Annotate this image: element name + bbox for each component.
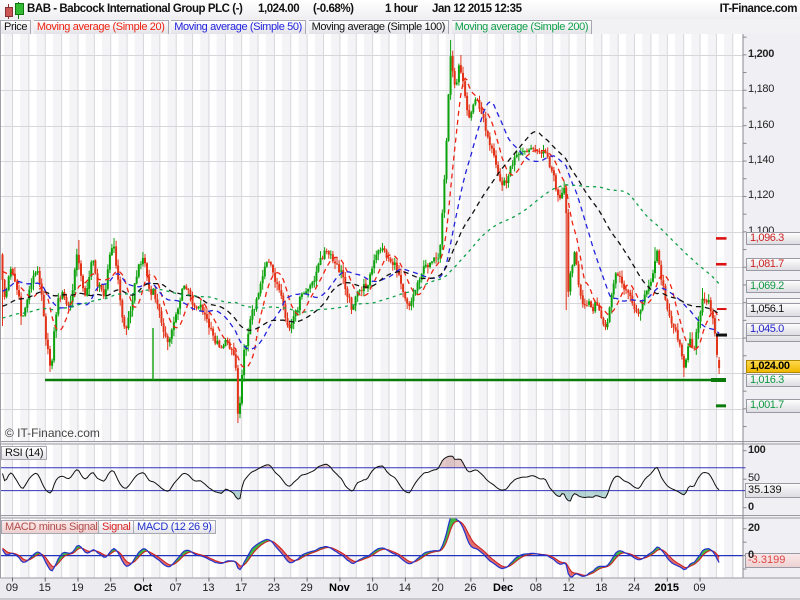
rsi-axis-label: 100 — [748, 444, 766, 456]
macd-line — [1, 518, 720, 578]
rsi-panel — [0, 455, 743, 502]
macd-panel — [0, 518, 743, 578]
macd-signal-label[interactable]: Signal — [98, 520, 135, 534]
level-price-label: 1,081.7 — [746, 257, 800, 272]
title-bar: BAB - Babcock International Group PLC (-… — [0, 0, 800, 20]
main-price-panel — [1, 40, 727, 423]
x-axis-label: 10 — [366, 582, 379, 594]
rsi-axis-label: 0 — [748, 500, 754, 513]
x-axis-label: 26 — [464, 582, 477, 594]
x-axis-label: 12 — [562, 582, 575, 594]
x-axis-label: 18 — [595, 582, 608, 594]
level-price-label: 1,069.2 — [746, 279, 800, 294]
x-axis-label: Nov — [329, 582, 350, 594]
x-axis-label: 29 — [300, 582, 313, 594]
price-axis-label: 1,160 — [748, 118, 775, 131]
x-axis-label: 19 — [71, 582, 84, 594]
x-axis-label: 17 — [235, 582, 248, 594]
x-axis-label: 20 — [431, 582, 444, 594]
current-price-label: 1,024.00 — [746, 359, 800, 374]
last-price: 1,024.00 — [258, 3, 300, 15]
legend-ma50[interactable]: Moving average (Simple 50) — [171, 20, 306, 35]
x-axis-label: 08 — [529, 582, 542, 594]
x-axis-label: 13 — [202, 582, 215, 594]
x-axis-label: 09 — [5, 582, 19, 594]
price-axis-label: 1,180 — [748, 83, 775, 96]
x-axis-label: 25 — [104, 582, 117, 594]
macd-axis-label: 20 — [748, 521, 760, 534]
macd-series-label[interactable]: MACD (12 26 9) — [133, 520, 216, 534]
macd-axis-label: 0 — [748, 548, 754, 561]
brand-logo: IT-Finance.com — [719, 3, 798, 15]
timeframe: 1 hour — [385, 3, 418, 15]
x-axis-label: 2015 — [654, 582, 680, 594]
watermark: © IT-Finance.com — [5, 426, 100, 440]
datetime: Jan 12 2015 12:35 — [432, 3, 522, 15]
level-price-label: 1,045.0 — [746, 322, 800, 337]
x-axis-label: 24 — [627, 582, 641, 594]
level-price-label: 1,001.7 — [746, 399, 800, 413]
change-percent: (-0.68%) — [313, 3, 354, 15]
legend-price[interactable]: Price — [0, 20, 32, 35]
moving-average-line-200 — [2, 184, 720, 319]
price-axis-label: 1,120 — [748, 189, 775, 202]
price-chart-canvas[interactable] — [0, 34, 800, 600]
x-axis-label: Oct — [133, 582, 153, 594]
x-axis-label: 14 — [398, 582, 411, 594]
legend-ma100[interactable]: Moving average (Simple 100) — [308, 20, 450, 35]
x-axis-label: 23 — [267, 582, 281, 594]
rsi-indicator-label[interactable]: RSI (14) — [1, 446, 48, 460]
rsi-line — [2, 455, 720, 502]
candlestick-logo-icon — [4, 2, 24, 19]
x-axis-label: Dec — [493, 582, 514, 594]
x-axis-label: 15 — [38, 582, 51, 594]
price-axis-label: 1,200 — [748, 47, 775, 60]
symbol-title: BAB - Babcock International Group PLC (-… — [27, 3, 243, 15]
indicator-legend-bar: Price Moving average (Simple 20) Moving … — [0, 19, 800, 35]
price-axis-label: 1,140 — [748, 154, 775, 167]
macd-current-value: -3.3199 — [745, 552, 800, 568]
level-price-label: 1,016.3 — [746, 373, 800, 387]
legend-ma200[interactable]: Moving average (Simple 200) — [451, 20, 593, 35]
chart-area: © IT-Finance.com RSI (14) MACD minus Sig… — [0, 34, 800, 600]
x-axis-label: 07 — [169, 582, 182, 594]
level-price-label: 1,056.1 — [746, 303, 800, 317]
rsi-axis-label: 50 — [748, 472, 760, 485]
moving-average-line-20 — [2, 77, 720, 369]
moving-average-line-50 — [2, 101, 720, 350]
macd-histogram-label[interactable]: MACD minus Signal — [1, 520, 102, 534]
moving-average-line-100 — [2, 130, 720, 331]
macd-signal-line — [2, 520, 720, 576]
legend-ma20[interactable]: Moving average (Simple 20) — [33, 20, 169, 35]
x-axis-label: 09 — [693, 582, 706, 594]
level-price-label: 1,096.3 — [746, 231, 800, 246]
rsi-current-value: 35.139 — [745, 483, 800, 498]
